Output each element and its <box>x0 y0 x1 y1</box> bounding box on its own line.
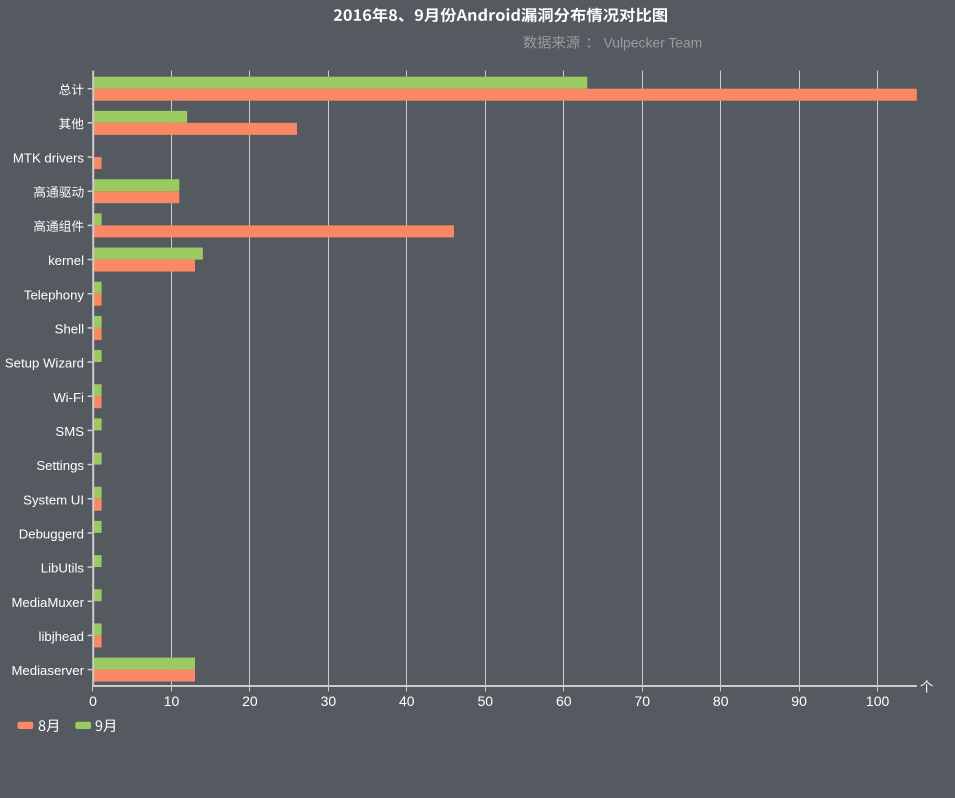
svg-text:10: 10 <box>164 693 180 709</box>
svg-text:SMS: SMS <box>55 424 84 439</box>
svg-text:kernel: kernel <box>48 253 84 268</box>
svg-text:100: 100 <box>866 693 890 709</box>
svg-text:50: 50 <box>478 693 494 709</box>
svg-text:LibUtils: LibUtils <box>41 561 85 576</box>
svg-text:0: 0 <box>89 693 97 709</box>
svg-text:70: 70 <box>634 693 650 709</box>
svg-text:Settings: Settings <box>36 458 84 473</box>
svg-text:40: 40 <box>399 693 415 709</box>
svg-text:MTK drivers: MTK drivers <box>13 151 84 166</box>
svg-text:30: 30 <box>321 693 337 709</box>
svg-text:Shell: Shell <box>55 322 84 337</box>
svg-text:Telephony: Telephony <box>24 287 85 302</box>
svg-text:Mediaserver: Mediaserver <box>11 663 84 678</box>
svg-text:Vulpecker Team: Vulpecker Team <box>604 35 703 51</box>
svg-text:libjhead: libjhead <box>39 629 84 644</box>
svg-text:Debuggerd: Debuggerd <box>19 527 84 542</box>
svg-text:Wi-Fi: Wi-Fi <box>53 390 84 405</box>
svg-text:60: 60 <box>556 693 572 709</box>
svg-text:90: 90 <box>791 693 807 709</box>
svg-text:MediaMuxer: MediaMuxer <box>11 595 84 610</box>
svg-text:System UI: System UI <box>23 492 84 507</box>
svg-text:80: 80 <box>713 693 729 709</box>
svg-text:20: 20 <box>242 693 258 709</box>
svg-text:Setup Wizard: Setup Wizard <box>5 356 84 371</box>
